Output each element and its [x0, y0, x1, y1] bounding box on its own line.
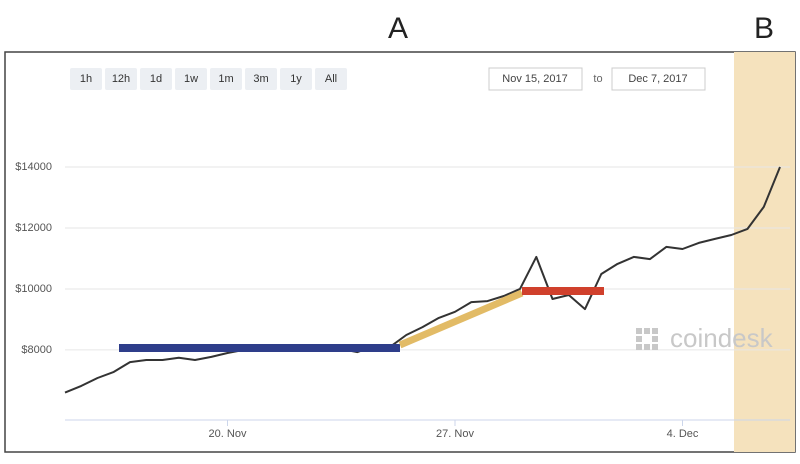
date-separator: to [593, 73, 602, 85]
button-label: 1d [150, 73, 162, 85]
range-button[interactable]: 1m [210, 68, 242, 90]
button-label: 1y [290, 73, 302, 85]
button-label: All [325, 73, 337, 85]
button-bg [245, 68, 277, 90]
range-button[interactable]: 1y [280, 68, 312, 90]
button-label: 1w [184, 73, 198, 85]
highlight-bar [398, 289, 524, 349]
button-bg [210, 68, 242, 90]
range-button[interactable]: 3m [245, 68, 277, 90]
button-label: 3m [253, 73, 268, 85]
watermark-logo [636, 328, 658, 350]
button-label: 1h [80, 73, 92, 85]
frame [4, 51, 796, 453]
button-bg [315, 68, 347, 90]
button-bg [280, 68, 312, 90]
range-button[interactable]: 1h [70, 68, 102, 90]
highlight-bar [119, 344, 400, 352]
x-tick-label: 4. Dec [667, 428, 699, 440]
annotation: A [388, 12, 408, 45]
y-tick-label: $12000 [15, 222, 52, 234]
y-tick-label: $14000 [15, 161, 52, 173]
annotation: B [754, 12, 774, 45]
date-from: Nov 15, 2017 [502, 73, 567, 85]
range-button[interactable]: 1w [175, 68, 207, 90]
y-tick-label: $8000 [21, 344, 52, 356]
price-line [64, 166, 781, 394]
plot: $8000 $10000 $12000 $14000 20. Nov 27. Nov 4. … [15, 161, 790, 440]
button-label: 1m [218, 73, 233, 85]
watermark: coindesk [670, 323, 774, 353]
button-bg [175, 68, 207, 90]
date-input[interactable] [611, 67, 706, 91]
range-button[interactable]: 12h [105, 68, 137, 90]
highlight-bar [522, 287, 604, 295]
button-bg [140, 68, 172, 90]
button-bg [105, 68, 137, 90]
date-input[interactable] [488, 67, 583, 91]
range-buttons: 1h 12h 1d 1w 1m 3m 1y All [70, 68, 347, 90]
button-bg [70, 68, 102, 90]
date-to: Dec 7, 2017 [628, 73, 687, 85]
x-tick-label: 20. Nov [209, 428, 247, 440]
y-tick-label: $10000 [15, 283, 52, 295]
button-label: 12h [112, 73, 130, 85]
highlight-region [734, 52, 795, 452]
range-button[interactable]: 1d [140, 68, 172, 90]
x-tick-label: 27. Nov [436, 428, 474, 440]
range-button[interactable]: All [315, 68, 347, 90]
